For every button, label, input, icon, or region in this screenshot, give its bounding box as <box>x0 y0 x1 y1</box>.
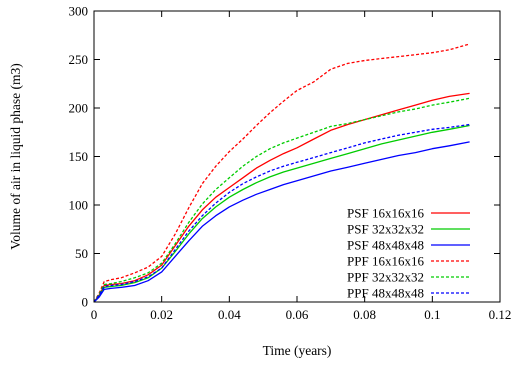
series-layer <box>93 43 470 303</box>
legend-label: PPF 48x48x48 <box>347 286 424 301</box>
x-tick-label: 0.12 <box>489 307 512 322</box>
x-tick-label: 0.02 <box>150 307 173 322</box>
series-line-psf-32x32x32 <box>93 124 470 303</box>
series-line-psf-48x48x48 <box>93 141 470 303</box>
legend-label: PSF 32x32x32 <box>347 222 424 237</box>
legend-label: PSF 16x16x16 <box>347 206 424 221</box>
y-tick-label: 200 <box>69 101 89 116</box>
legend-label: PPF 32x32x32 <box>347 270 424 285</box>
y-tick-label: 250 <box>69 52 89 67</box>
x-axis-title: Time (years) <box>263 343 332 358</box>
series-line-ppf-48x48x48 <box>93 123 470 303</box>
y-tick-label: 150 <box>69 149 89 164</box>
y-tick-label: 0 <box>82 295 89 310</box>
y-tick-label: 100 <box>69 198 89 213</box>
y-axis-title: Volume of air in liquid phase (m3) <box>8 63 23 249</box>
x-tick-label: 0.06 <box>286 307 309 322</box>
x-tick-label: 0.04 <box>218 307 241 322</box>
x-tick-label: 0.1 <box>424 307 440 322</box>
plot-frame <box>93 10 501 303</box>
series-line-ppf-32x32x32 <box>93 97 470 303</box>
x-tick-label: 0.08 <box>353 307 376 322</box>
y-tick-label: 300 <box>69 4 89 19</box>
legend-label: PPF 16x16x16 <box>347 254 424 269</box>
series-line-psf-16x16x16 <box>93 92 470 303</box>
x-tick-label: 0 <box>91 307 98 322</box>
legend-label: PSF 48x48x48 <box>347 238 424 253</box>
ticks-layer: 0 0.02 0.04 0.06 0.08 0.1 0.12 0 50 100 150 200 250 3… <box>69 4 512 323</box>
series-line-ppf-16x16x16 <box>93 43 470 303</box>
y-tick-label: 50 <box>75 246 88 261</box>
